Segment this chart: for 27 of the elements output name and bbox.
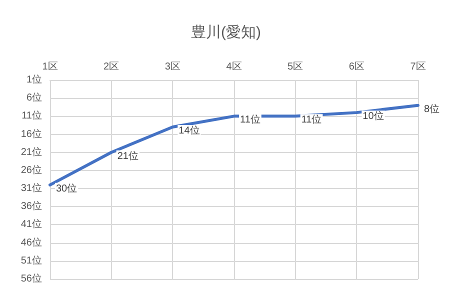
y-tick-label: 26位	[20, 164, 42, 176]
y-tick-label: 11位	[22, 110, 42, 122]
data-label: 8位	[424, 102, 440, 115]
y-tick-label: 36位	[20, 200, 42, 212]
y-tick-label: 51位	[20, 254, 42, 266]
y-tick-label: 46位	[20, 236, 42, 248]
chart-title: 豊川(愛知)	[191, 24, 261, 41]
x-tick-label: 6区	[348, 62, 364, 72]
x-tick-label: 3区	[164, 62, 180, 72]
x-tick-label: 4区	[226, 62, 242, 72]
x-tick-label: 2区	[104, 62, 120, 72]
y-tick-label: 56位	[20, 272, 42, 284]
y-tick-label: 1位	[26, 74, 42, 86]
x-tick-label: 1区	[42, 62, 58, 72]
data-label: 11位	[240, 114, 260, 126]
y-tick-label: 41位	[20, 218, 42, 230]
data-label: 21位	[117, 150, 138, 162]
data-label: 11位	[301, 114, 322, 126]
data-label: 14位	[178, 124, 200, 137]
data-label: 30位	[56, 182, 78, 194]
data-label: 10位	[362, 110, 384, 122]
x-tick-label: 5区	[288, 62, 304, 72]
x-tick-label: 7区	[410, 62, 426, 72]
y-tick-label: 6位	[26, 92, 42, 104]
y-tick-label: 31位	[20, 182, 42, 194]
y-tick-label: 21位	[20, 146, 42, 158]
y-tick-label: 16位	[20, 128, 42, 140]
